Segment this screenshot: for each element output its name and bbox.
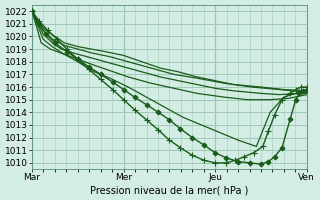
X-axis label: Pression niveau de la mer( hPa ): Pression niveau de la mer( hPa ): [90, 185, 249, 195]
